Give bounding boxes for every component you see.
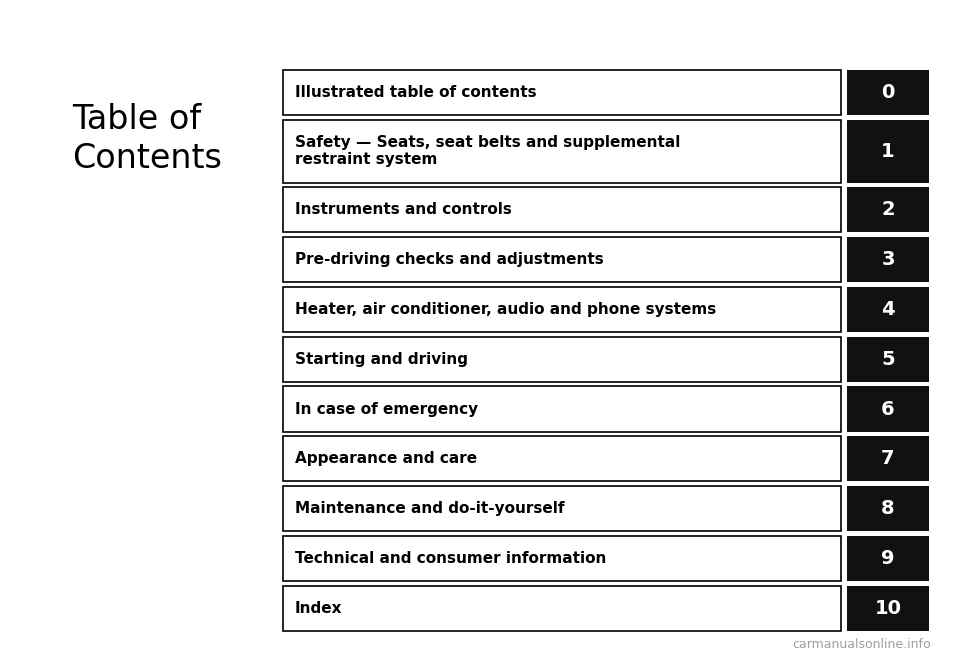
FancyBboxPatch shape [847,486,929,531]
Text: Pre-driving checks and adjustments: Pre-driving checks and adjustments [295,252,604,267]
FancyBboxPatch shape [847,120,929,183]
FancyBboxPatch shape [847,337,929,382]
FancyBboxPatch shape [283,536,841,581]
FancyBboxPatch shape [283,237,841,282]
FancyBboxPatch shape [847,436,929,481]
Text: 1: 1 [881,141,895,161]
FancyBboxPatch shape [847,187,929,232]
Text: Maintenance and do-it-yourself: Maintenance and do-it-yourself [295,501,564,516]
Text: 4: 4 [881,300,895,319]
FancyBboxPatch shape [847,237,929,282]
Text: 0: 0 [881,83,895,102]
Text: Table of
Contents: Table of Contents [72,103,222,175]
FancyBboxPatch shape [283,337,841,382]
Text: Heater, air conditioner, audio and phone systems: Heater, air conditioner, audio and phone… [295,302,716,317]
Text: 5: 5 [881,350,895,369]
Text: carmanualsonline.info: carmanualsonline.info [793,637,931,651]
Text: 8: 8 [881,499,895,518]
Text: 9: 9 [881,549,895,568]
FancyBboxPatch shape [847,386,929,432]
FancyBboxPatch shape [283,287,841,332]
FancyBboxPatch shape [283,70,841,115]
Text: In case of emergency: In case of emergency [295,402,478,416]
FancyBboxPatch shape [283,486,841,531]
Text: Illustrated table of contents: Illustrated table of contents [295,85,537,100]
Text: Index: Index [295,601,342,616]
Text: Instruments and controls: Instruments and controls [295,203,512,217]
Text: 3: 3 [881,250,895,269]
FancyBboxPatch shape [283,436,841,481]
Text: Technical and consumer information: Technical and consumer information [295,551,606,566]
FancyBboxPatch shape [283,120,841,183]
Text: 7: 7 [881,450,895,468]
Text: Appearance and care: Appearance and care [295,452,477,466]
FancyBboxPatch shape [847,586,929,631]
Text: Safety — Seats, seat belts and supplemental
restraint system: Safety — Seats, seat belts and supplemen… [295,135,680,167]
Text: 6: 6 [881,400,895,418]
Text: 10: 10 [875,599,901,618]
FancyBboxPatch shape [283,586,841,631]
FancyBboxPatch shape [847,287,929,332]
Text: 2: 2 [881,201,895,219]
FancyBboxPatch shape [847,70,929,115]
FancyBboxPatch shape [283,386,841,432]
Text: Starting and driving: Starting and driving [295,352,468,367]
FancyBboxPatch shape [847,536,929,581]
FancyBboxPatch shape [283,187,841,232]
